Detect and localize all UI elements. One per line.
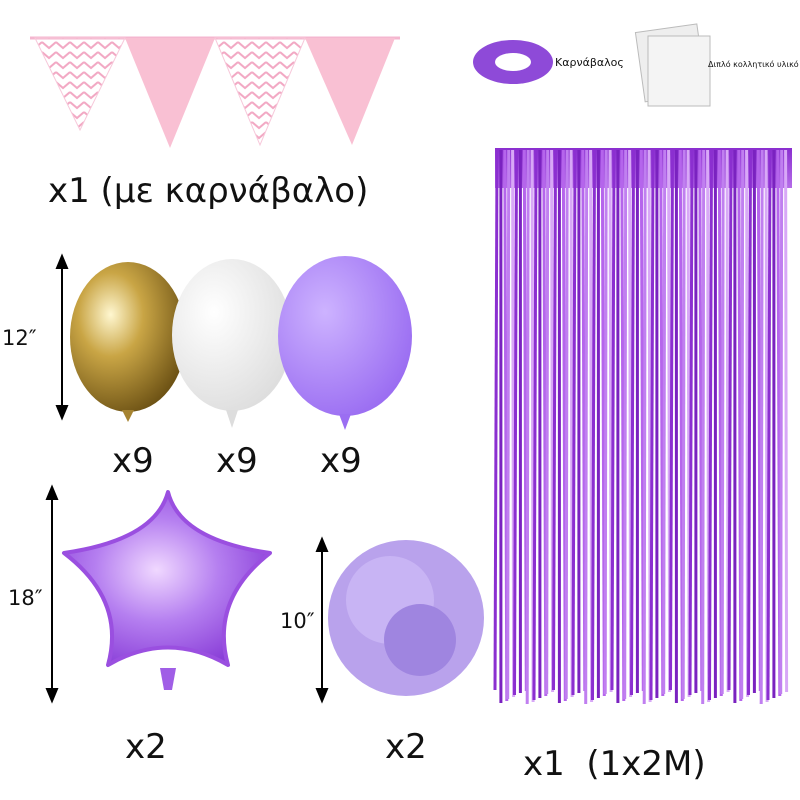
curtain-strand xyxy=(740,149,745,700)
star-size: 18″ xyxy=(8,586,43,610)
curtain-strand xyxy=(720,149,725,695)
balloon-quantity: x9 xyxy=(320,441,362,481)
curtain-strand xyxy=(688,149,694,696)
star-quantity: x2 xyxy=(125,727,167,767)
curtain-strand xyxy=(603,149,608,695)
curtain-strand xyxy=(525,149,530,705)
curtain-strand xyxy=(506,149,511,700)
pom-pom-size: 10″ xyxy=(280,609,315,633)
curtain xyxy=(493,148,792,705)
tape-label: Διπλό κολλητικό υλικό xyxy=(708,59,799,69)
bunting-quantity: x1 (με καρνάβαλο) xyxy=(48,171,368,211)
curtain-strand xyxy=(623,149,628,700)
curtain-strand xyxy=(708,149,713,701)
balloon-quantity: x9 xyxy=(216,441,258,481)
balloon-quantity: x9 xyxy=(112,441,154,481)
tape-icon xyxy=(634,23,711,107)
curtain-strand xyxy=(649,149,655,701)
curtain-strand xyxy=(564,149,569,700)
curtain-quantity: x1 (1x2M) xyxy=(523,744,706,784)
balloons xyxy=(70,256,412,430)
curtain-strand xyxy=(766,149,772,701)
pom-pom-quantity: x2 xyxy=(385,727,427,767)
curtain-strand xyxy=(747,149,752,696)
curtain-strand xyxy=(571,149,577,696)
curtain-strand xyxy=(630,149,635,696)
curtain-strand xyxy=(493,149,499,691)
curtain-strand xyxy=(591,149,596,701)
pom-pom xyxy=(328,540,484,696)
curtain-strand xyxy=(669,149,674,691)
curtain-strand xyxy=(784,149,789,693)
ribbon-icon xyxy=(473,40,553,84)
curtain-strand xyxy=(552,149,557,691)
curtain-strand xyxy=(681,149,686,700)
curtain-strand xyxy=(779,149,784,695)
curtain-strand xyxy=(532,149,538,701)
curtain-strand xyxy=(701,149,706,705)
curtain-strand xyxy=(642,149,647,705)
curtain-strand xyxy=(545,149,550,695)
curtain-strand xyxy=(610,149,616,691)
size-arrow xyxy=(45,253,329,704)
curtain-strand xyxy=(513,149,518,696)
curtain-strand xyxy=(727,149,733,691)
curtain-strand xyxy=(662,149,667,695)
curtain-strand xyxy=(584,149,589,705)
bunting xyxy=(30,36,400,148)
ribbon-label: Καρνάβαλος xyxy=(555,56,624,69)
curtain-strand xyxy=(759,149,764,705)
star-balloon xyxy=(62,490,272,690)
balloon-size: 12″ xyxy=(2,326,37,350)
